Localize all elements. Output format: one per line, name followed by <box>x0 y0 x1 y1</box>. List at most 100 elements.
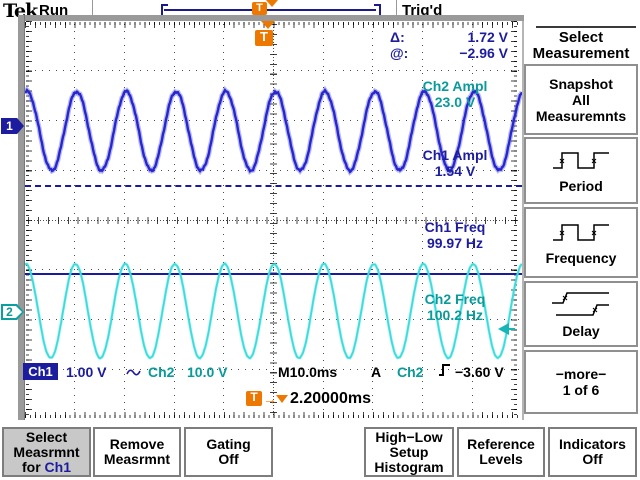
measurement-value: 100.2 Hz <box>426 307 484 323</box>
trigger-time-marker-icon <box>276 395 288 403</box>
ch2-ground-marker: 2 <box>1 304 24 320</box>
delay-button[interactable]: Delay <box>524 281 638 347</box>
graticule-line <box>28 120 519 121</box>
frequency-waveform-icon <box>553 223 609 241</box>
graticule-line <box>28 368 519 370</box>
acquisition-status: Run <box>39 2 69 19</box>
timebase-readout: M10.0ms <box>278 364 338 380</box>
button-label: Setup <box>389 443 429 460</box>
button-label: Levels <box>479 451 523 467</box>
ch2-waveform <box>25 262 522 360</box>
indicators-button[interactable]: Indicators Off <box>548 427 637 477</box>
cursor-readout: Δ: 1.72 V @: −2.96 V <box>390 29 508 61</box>
measurement-ch2-freq: Ch2 Freq 100.2 Hz <box>393 291 517 323</box>
button-label: High−Low <box>375 428 443 445</box>
cursor-delta-value: 1.72 V <box>467 29 508 45</box>
ch1-waveform <box>25 87 522 174</box>
measurement-value: 99.97 Hz <box>426 235 484 251</box>
snapshot-all-button[interactable]: Snapshot All Measuremnts <box>524 64 638 135</box>
reference-levels-button[interactable]: Reference Levels <box>457 427 545 477</box>
button-label: Gating <box>206 436 251 452</box>
ch1-ground-marker: 1 <box>1 118 24 134</box>
trigger-position-marker-icon <box>266 0 278 7</box>
graticule-line <box>26 21 32 419</box>
graticule-left-bar <box>18 15 25 420</box>
button-label-prefix: for <box>21 458 45 475</box>
ch2-marker-label: 2 <box>6 305 13 319</box>
hbar-cursor-1 <box>25 185 522 187</box>
header-divider <box>92 0 93 15</box>
trigger-level-arrow-tail <box>509 328 515 330</box>
button-label: Select <box>25 428 68 445</box>
graticule-line <box>25 412 522 418</box>
period-button[interactable]: Period <box>524 137 638 204</box>
cursor-delta-label: Δ: <box>390 29 405 45</box>
button-label-channel: Ch1 <box>44 458 71 475</box>
button-label: Measrmnt <box>13 443 80 460</box>
trigger-level-readout: −3.60 V <box>455 364 504 380</box>
button-label: Reference <box>467 436 535 452</box>
ac-coupling-icon <box>126 369 141 376</box>
measurement-label: Ch2 Freq <box>424 291 486 307</box>
select-measrmnt-button[interactable]: Select Measrmnt for Ch1 <box>2 427 91 477</box>
side-menu-rule <box>536 26 636 28</box>
delay-waveform-icon <box>552 292 609 316</box>
trigger-time-arrow-icon: → <box>263 391 277 407</box>
measurement-value: 1.54 V <box>434 163 476 179</box>
graticule-line <box>28 269 519 271</box>
button-label: Snapshot <box>549 75 613 92</box>
button-label: Period <box>559 177 603 194</box>
button-label: Remove <box>109 436 165 452</box>
trigger-t-icon: T <box>246 390 262 406</box>
ch1-scale: 1.00 V <box>66 364 107 380</box>
cursor-at-value: −2.96 V <box>459 45 508 61</box>
measurement-ch1-freq: Ch1 Freq 99.97 Hz <box>393 219 517 251</box>
cursor-at-label: @: <box>390 45 409 61</box>
trigger-status: Trig'd <box>402 2 443 19</box>
remove-measrmnt-button[interactable]: Remove Measrmnt <box>93 427 181 477</box>
graticule-line <box>28 319 519 320</box>
measurement-value: 23.0 V <box>434 94 476 110</box>
acquire-mode: A <box>371 364 382 380</box>
button-label: −more− <box>555 366 607 382</box>
button-label: Measrmnt <box>103 451 171 467</box>
period-waveform-icon <box>553 151 609 169</box>
more-button[interactable]: −more− 1 of 6 <box>524 350 638 414</box>
ch1-marker-label: 1 <box>6 119 13 133</box>
rising-edge-icon <box>439 364 450 376</box>
ch2-scale: 10.0 V <box>187 364 228 380</box>
button-label: Frequency <box>545 249 617 266</box>
button-label: Measuremnts <box>535 107 627 124</box>
side-menu-title: Select Measurement <box>524 30 638 62</box>
ch1-badge: Ch1 <box>23 363 58 380</box>
trigger-t-icon: T <box>252 2 267 15</box>
frequency-button[interactable]: Frequency <box>524 207 638 278</box>
button-label: for Ch1 <box>21 458 71 475</box>
hbar-cursor-2 <box>25 273 522 275</box>
button-label: 1 of 6 <box>562 382 600 398</box>
button-label: Histogram <box>374 458 444 475</box>
button-label: Indicators <box>559 436 626 452</box>
gating-button[interactable]: Gating Off <box>184 427 273 477</box>
trigger-source: Ch2 <box>397 364 424 380</box>
side-menu-title-line: Measurement <box>532 45 630 62</box>
button-label: Delay <box>562 323 600 339</box>
graticule-line <box>28 216 519 224</box>
measurement-ch2-ampl: Ch2 Ampl 23.0 V <box>393 78 517 110</box>
ch2-marker-face <box>3 306 22 318</box>
measurement-label: Ch1 Freq <box>424 219 486 235</box>
measurement-label: Ch2 Ampl <box>422 78 488 94</box>
graticule-right-edge <box>522 21 524 420</box>
graticule-line <box>28 70 519 72</box>
measurement-label: Ch1 Ampl <box>422 147 488 163</box>
trigger-level-arrow-icon <box>498 323 509 335</box>
ch2-label: Ch2 <box>148 364 175 380</box>
high-low-setup-button[interactable]: High−Low Setup Histogram <box>364 427 454 477</box>
button-label: Off <box>218 451 239 467</box>
side-menu-title-line: Select <box>558 29 604 46</box>
measurement-ch1-ampl: Ch1 Ampl 1.54 V <box>393 147 517 179</box>
header-divider <box>396 0 397 15</box>
trigger-position-marker-icon <box>261 21 275 29</box>
graticule-line <box>28 169 519 171</box>
